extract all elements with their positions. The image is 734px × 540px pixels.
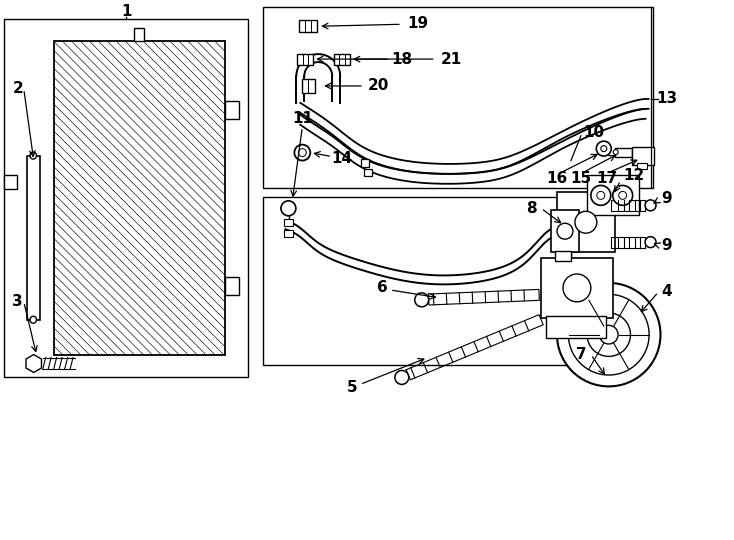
Circle shape [601,146,607,152]
Bar [361,159,369,166]
Ellipse shape [30,152,37,159]
Bar [134,28,144,41]
Bar [285,219,294,226]
Bar [299,21,317,32]
Bar [26,156,40,320]
Text: 3: 3 [12,294,23,309]
Text: 15: 15 [570,171,592,186]
Circle shape [596,141,611,156]
Text: 16: 16 [546,171,567,186]
Circle shape [613,185,633,205]
Text: 1: 1 [121,4,131,19]
Circle shape [619,191,627,199]
Bar [225,101,239,119]
Text: 20: 20 [367,78,388,93]
Bar [555,251,571,261]
Circle shape [294,145,310,160]
Text: 21: 21 [441,52,462,66]
Bar [587,176,639,215]
Circle shape [591,185,611,205]
Circle shape [597,191,605,199]
Text: 19: 19 [407,16,429,31]
Bar [4,19,247,377]
Circle shape [645,200,656,211]
Bar [225,276,239,295]
Bar [302,79,315,93]
Bar [297,53,313,65]
Text: 5: 5 [346,380,357,395]
Circle shape [575,211,597,233]
Text: 14: 14 [332,151,353,166]
Circle shape [415,293,429,307]
Bar [541,258,613,318]
Text: 18: 18 [391,52,413,66]
Bar [263,198,571,364]
Circle shape [395,370,409,384]
Text: 2: 2 [12,82,23,97]
Circle shape [281,201,296,216]
Text: 13: 13 [656,91,677,106]
Bar [364,168,372,177]
Text: 6: 6 [377,280,388,295]
Circle shape [600,326,618,344]
Circle shape [568,294,649,375]
Circle shape [557,283,661,387]
Bar [263,8,653,188]
Circle shape [613,150,618,154]
Circle shape [298,148,306,157]
Text: 7: 7 [575,347,586,362]
Text: 8: 8 [526,201,537,216]
Bar [614,147,632,157]
Bar [334,53,350,65]
Bar [557,192,614,252]
Bar [551,210,579,252]
Bar [4,176,17,189]
Circle shape [557,223,573,239]
Text: 9: 9 [661,238,672,253]
Text: 11: 11 [292,111,313,126]
Bar [636,163,647,168]
Bar [54,41,225,355]
Text: 10: 10 [584,125,604,140]
Ellipse shape [30,316,37,323]
Text: 12: 12 [623,168,644,183]
Bar [546,316,606,338]
Circle shape [563,274,591,302]
Text: 17: 17 [596,171,617,186]
Circle shape [645,237,656,248]
Circle shape [587,313,631,356]
Polygon shape [26,355,42,373]
Text: 9: 9 [661,191,672,206]
Bar [632,147,653,165]
Bar [285,230,294,237]
Text: 4: 4 [661,285,672,299]
